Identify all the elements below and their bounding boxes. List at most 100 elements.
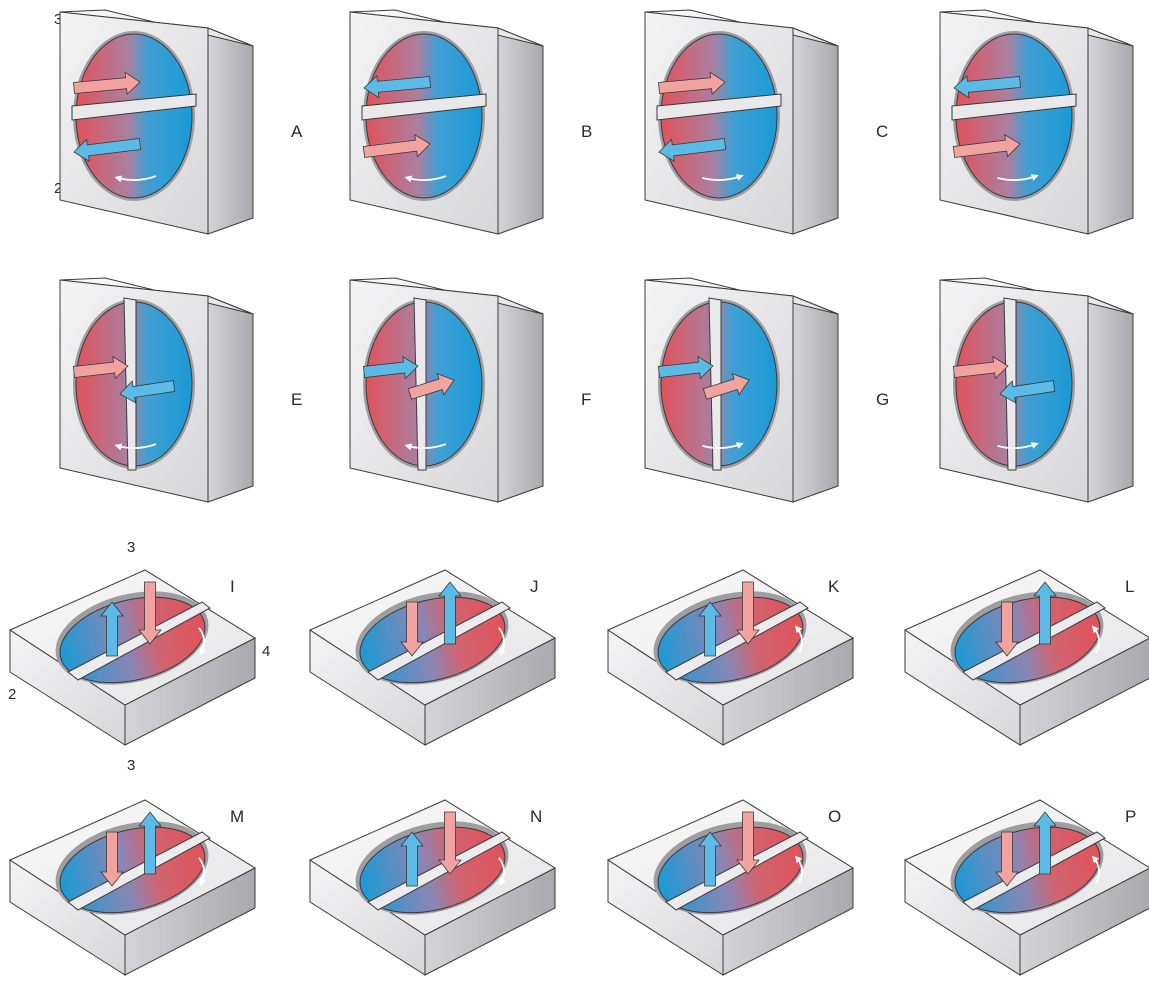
left-airflow-arrow xyxy=(400,831,424,887)
flat-wheel-unit: P xyxy=(903,799,1149,976)
flat-wheel-unit: K xyxy=(606,569,855,746)
divider-bar xyxy=(67,831,211,911)
rotation-indicator xyxy=(404,175,447,183)
rotation-arrowhead xyxy=(794,625,803,634)
rotation-indicator xyxy=(498,627,507,656)
divider-bar xyxy=(413,297,427,471)
unit-label: E xyxy=(291,390,302,409)
right-airflow-arrow xyxy=(438,581,462,645)
box-side-face xyxy=(207,27,254,235)
units-layer: A B C D E F G H I J K L M N O P xyxy=(8,9,1149,976)
left-airflow-arrow xyxy=(698,831,722,887)
lower-airflow-arrow xyxy=(119,380,176,404)
rotation-arrowhead xyxy=(735,174,744,181)
rotation-indicator xyxy=(1091,625,1100,654)
unit-label: F xyxy=(581,390,591,409)
upper-airflow-arrow xyxy=(362,355,419,380)
unit-label: C xyxy=(876,122,888,141)
lower-airflow-arrow xyxy=(702,373,750,400)
rotation-arrowhead xyxy=(1091,625,1100,634)
divider-bar xyxy=(962,831,1106,911)
box-side-face xyxy=(207,295,254,503)
left-airflow-arrow xyxy=(100,601,124,657)
box-side-face xyxy=(1087,295,1134,503)
upper-airflow-arrow xyxy=(72,355,129,380)
lower-airflow-arrow xyxy=(73,138,142,162)
left-airflow-arrow xyxy=(100,831,124,887)
unit-label: I xyxy=(230,577,235,596)
divider-bar xyxy=(962,601,1106,681)
vertical-wheel-unit: D xyxy=(939,9,1134,235)
left-airflow-arrow xyxy=(400,601,424,657)
rotation-arrowhead xyxy=(1030,442,1039,449)
vertical-wheel-unit: G xyxy=(644,277,889,503)
divider-bar xyxy=(708,297,722,471)
rotation-indicator xyxy=(702,174,744,181)
box-side-face xyxy=(1087,27,1134,235)
left-airflow-arrow xyxy=(698,601,722,657)
flat-wheel-unit: I xyxy=(8,569,257,746)
iso-port-label-4: 4 xyxy=(262,643,270,660)
right-airflow-arrow xyxy=(1033,581,1057,645)
upper-airflow-arrow xyxy=(952,355,1009,380)
upper-airflow-arrow xyxy=(363,74,431,99)
box-side-face xyxy=(792,295,839,503)
vertical-wheel-unit: B xyxy=(349,9,592,235)
flat-wheel-unit: O xyxy=(606,799,855,976)
rotation-arrowhead xyxy=(404,443,413,451)
rotation-arrowhead xyxy=(199,877,207,886)
left-airflow-arrow xyxy=(995,601,1019,657)
unit-label: O xyxy=(828,807,841,826)
rotation-indicator xyxy=(498,857,507,886)
divider-bar xyxy=(665,601,809,681)
vertical-wheel-unit: H xyxy=(939,277,1134,503)
divider-bar xyxy=(367,601,511,681)
flat-wheel-unit: L xyxy=(903,569,1149,746)
right-airflow-arrow xyxy=(138,811,162,875)
rotation-arrowhead xyxy=(1091,855,1100,864)
rotation-indicator xyxy=(114,175,157,183)
unit-label: J xyxy=(530,577,539,596)
rotation-indicator xyxy=(114,443,157,451)
rotation-indicator xyxy=(794,625,803,654)
divider-bar xyxy=(656,93,782,121)
left-airflow-arrow xyxy=(995,831,1019,887)
unit-label: G xyxy=(876,390,889,409)
vertical-wheel-unit: C xyxy=(644,9,888,235)
right-airflow-arrow xyxy=(1033,811,1057,875)
lower-airflow-arrow xyxy=(362,134,431,158)
right-airflow-arrow xyxy=(736,581,760,645)
box-side-face xyxy=(497,295,544,503)
rotation-indicator xyxy=(794,855,803,884)
vertical-wheel-unit: F xyxy=(349,277,591,503)
rotation-arrowhead xyxy=(199,647,207,656)
rotation-arrowhead xyxy=(735,442,744,449)
rotation-indicator xyxy=(198,857,207,886)
box-side-face xyxy=(497,27,544,235)
upper-airflow-arrow xyxy=(73,71,141,96)
upper-airflow-arrow xyxy=(953,74,1021,99)
iso-port-label-3-bottom: 3 xyxy=(127,757,135,774)
right-airflow-arrow xyxy=(736,811,760,875)
upper-airflow-arrow xyxy=(658,71,726,96)
rotation-arrowhead xyxy=(114,175,123,183)
unit-label: P xyxy=(1125,807,1136,826)
lower-airflow-arrow xyxy=(658,138,727,162)
divider-bar xyxy=(367,831,511,911)
rotation-indicator xyxy=(702,442,744,449)
unit-label: M xyxy=(230,807,244,826)
flat-wheel-unit: M xyxy=(8,799,257,976)
rotation-arrowhead xyxy=(499,877,507,886)
divider-bar xyxy=(361,93,487,121)
unit-label: K xyxy=(828,577,840,596)
rotation-indicator xyxy=(198,627,207,656)
port-label-2: 2 xyxy=(54,180,62,197)
rotation-arrowhead xyxy=(1030,174,1039,181)
divider-bar xyxy=(665,831,809,911)
rotation-indicator xyxy=(1091,855,1100,884)
divider-bar xyxy=(71,93,197,121)
right-airflow-arrow xyxy=(138,581,162,645)
rotation-arrowhead xyxy=(794,855,803,864)
iso-port-label-2: 2 xyxy=(8,686,16,703)
